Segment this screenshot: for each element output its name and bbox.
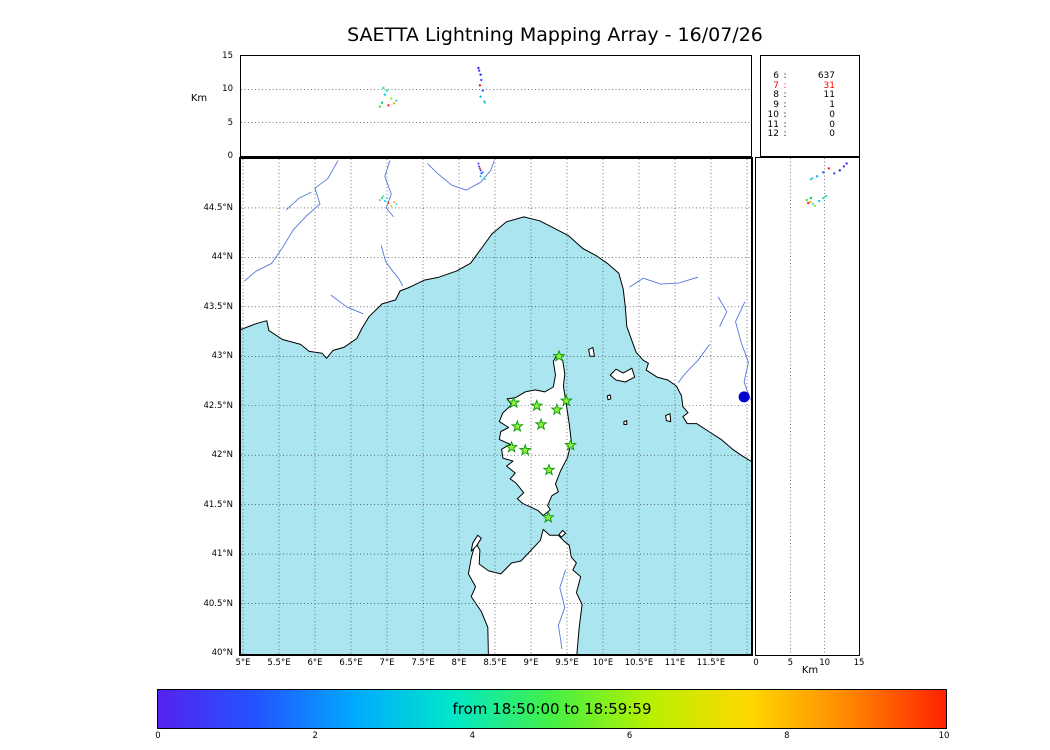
top-panel-ylabel: Km [190,93,208,104]
lon-tick: 7.5°E [411,658,435,668]
right-panel-xlabel: Km [801,665,819,676]
station-star-icon [550,402,564,416]
top-panel-ytick: 5 [227,117,233,128]
colorbar-tick: 8 [784,731,790,741]
lat-tick: 42.5°N [203,400,233,411]
lat-tick: 44°N [211,252,233,263]
lat-tick: 42°N [211,450,233,461]
station-star-icon [541,510,555,524]
station-star-icon [564,438,578,451]
colorbar-label: from 18:50:00 to 18:59:59 [452,700,652,718]
station-count-list: 6:637 7:31 8:11 9:1 10:0 11:0 12:0 [761,56,859,140]
lat-tick: 40°N [211,648,233,658]
station-star-icon [534,417,548,431]
lon-tick: 6.5°E [339,658,363,668]
stats-row: 10:0 [767,109,835,120]
map-lightning-sources [378,162,486,207]
lat-tick: 41.5°N [203,499,233,510]
station-star-icon [530,398,544,412]
right-lightning-sources [805,162,848,208]
stats-row: 11:0 [767,119,835,130]
colorbar-tick: 10 [938,731,950,741]
top-grid [241,89,751,123]
lake-bolsena [738,391,750,403]
right-panel-xtick: 10 [819,658,831,668]
coastlines [228,128,770,661]
altitude-longitude-plot [241,66,751,123]
time-colorbar: from 18:50:00 to 18:59:59 [157,689,947,729]
lon-tick: 8°E [451,658,467,668]
right-panel-xtick: 0 [753,658,759,668]
top-lightning-sources [378,66,487,108]
lat-tick: 41°N [211,549,233,560]
lon-tick: 9.5°E [555,658,579,668]
stats-row: 12:0 [767,129,835,140]
lon-tick: 9°E [523,658,539,668]
altitude-vs-latitude-panel [755,157,860,656]
lon-tick: 11.5°E [696,658,726,668]
top-panel-ytick: 0 [227,150,233,161]
map-grid [241,159,751,654]
lon-tick: 10.5°E [624,658,654,668]
right-grid [790,158,825,655]
station-star-icon [559,393,573,407]
colorbar-tick: 6 [626,731,633,741]
colorbar-tick: 0 [155,731,161,741]
altitude-vs-longitude-panel [240,55,752,157]
top-panel-ytick: 10 [222,84,233,95]
stats-row: 9:1 [773,100,835,111]
geographic-map [228,128,770,661]
stats-row: 8:11 [773,90,835,101]
colorbar-tick: 2 [312,731,318,741]
station-star-icon [504,440,519,453]
lon-tick: 11°E [664,658,686,668]
lon-tick: 6°E [307,658,323,668]
station-count-panel: 6:637 7:31 8:11 9:1 10:0 11:0 12:0 [760,55,860,157]
lon-tick: 10°E [592,658,614,668]
rivers [244,160,752,650]
lon-tick: 5°E [235,658,251,668]
top-panel-ytick: 15 [222,51,233,61]
station-star-icon [552,349,566,362]
station-star-icon [542,463,556,476]
figure-title: SAETTA Lightning Mapping Array - 16/07/2… [347,24,763,46]
lon-tick: 7°E [379,658,395,668]
lat-tick: 43°N [211,351,233,362]
map-panel [228,128,770,661]
right-panel-xtick: 15 [853,658,865,668]
stats-row: 6:637 [773,71,835,81]
lon-tick: 8.5°E [483,658,507,668]
lat-tick: 40.5°N [203,598,233,609]
lat-tick: 44.5°N [203,202,233,213]
lon-tick: 5.5°E [267,658,291,668]
altitude-latitude-plot [790,158,848,655]
stats-row: 7:31 [773,80,835,91]
station-star-icon [510,419,524,433]
right-panel-xtick: 5 [787,658,794,668]
lma-stations [504,349,578,524]
lat-tick: 43.5°N [203,301,233,312]
station-star-icon [507,395,521,409]
station-star-icon [518,443,532,456]
colorbar-tick: 4 [469,731,476,741]
